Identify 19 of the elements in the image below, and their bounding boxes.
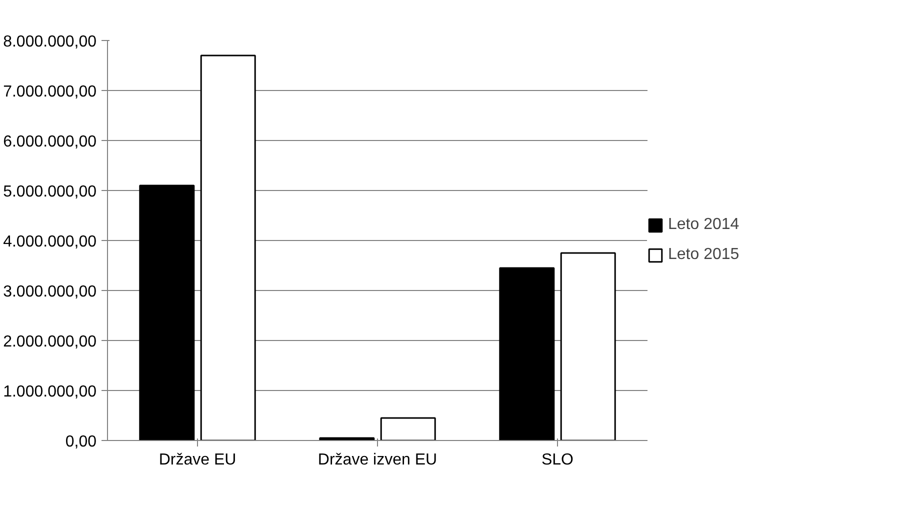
legend-label: Leto 2014 [668, 216, 740, 234]
legend-label: Leto 2015 [668, 246, 740, 264]
x-tick-label: Države izven EU [318, 452, 438, 468]
y-tick-label: 2.000.000,00 [3, 334, 97, 350]
x-tick-label: SLO [541, 452, 574, 468]
bar [200, 54, 256, 440]
bar [139, 184, 195, 440]
y-tick-label: 6.000.000,00 [3, 134, 97, 150]
y-tick-label: 3.000.000,00 [3, 284, 97, 300]
bar [380, 417, 436, 440]
y-tick-label: 7.000.000,00 [3, 84, 97, 100]
x-tick-label: Države EU [158, 452, 236, 468]
bar [499, 267, 555, 440]
y-tick-label: 0,00 [65, 434, 97, 450]
bar [560, 252, 616, 440]
y-tick-label: 5.000.000,00 [3, 184, 97, 200]
y-tick-label: 1.000.000,00 [3, 384, 97, 400]
y-tick-label: 4.000.000,00 [3, 234, 97, 250]
y-tick-label: 8.000.000,00 [3, 34, 97, 50]
